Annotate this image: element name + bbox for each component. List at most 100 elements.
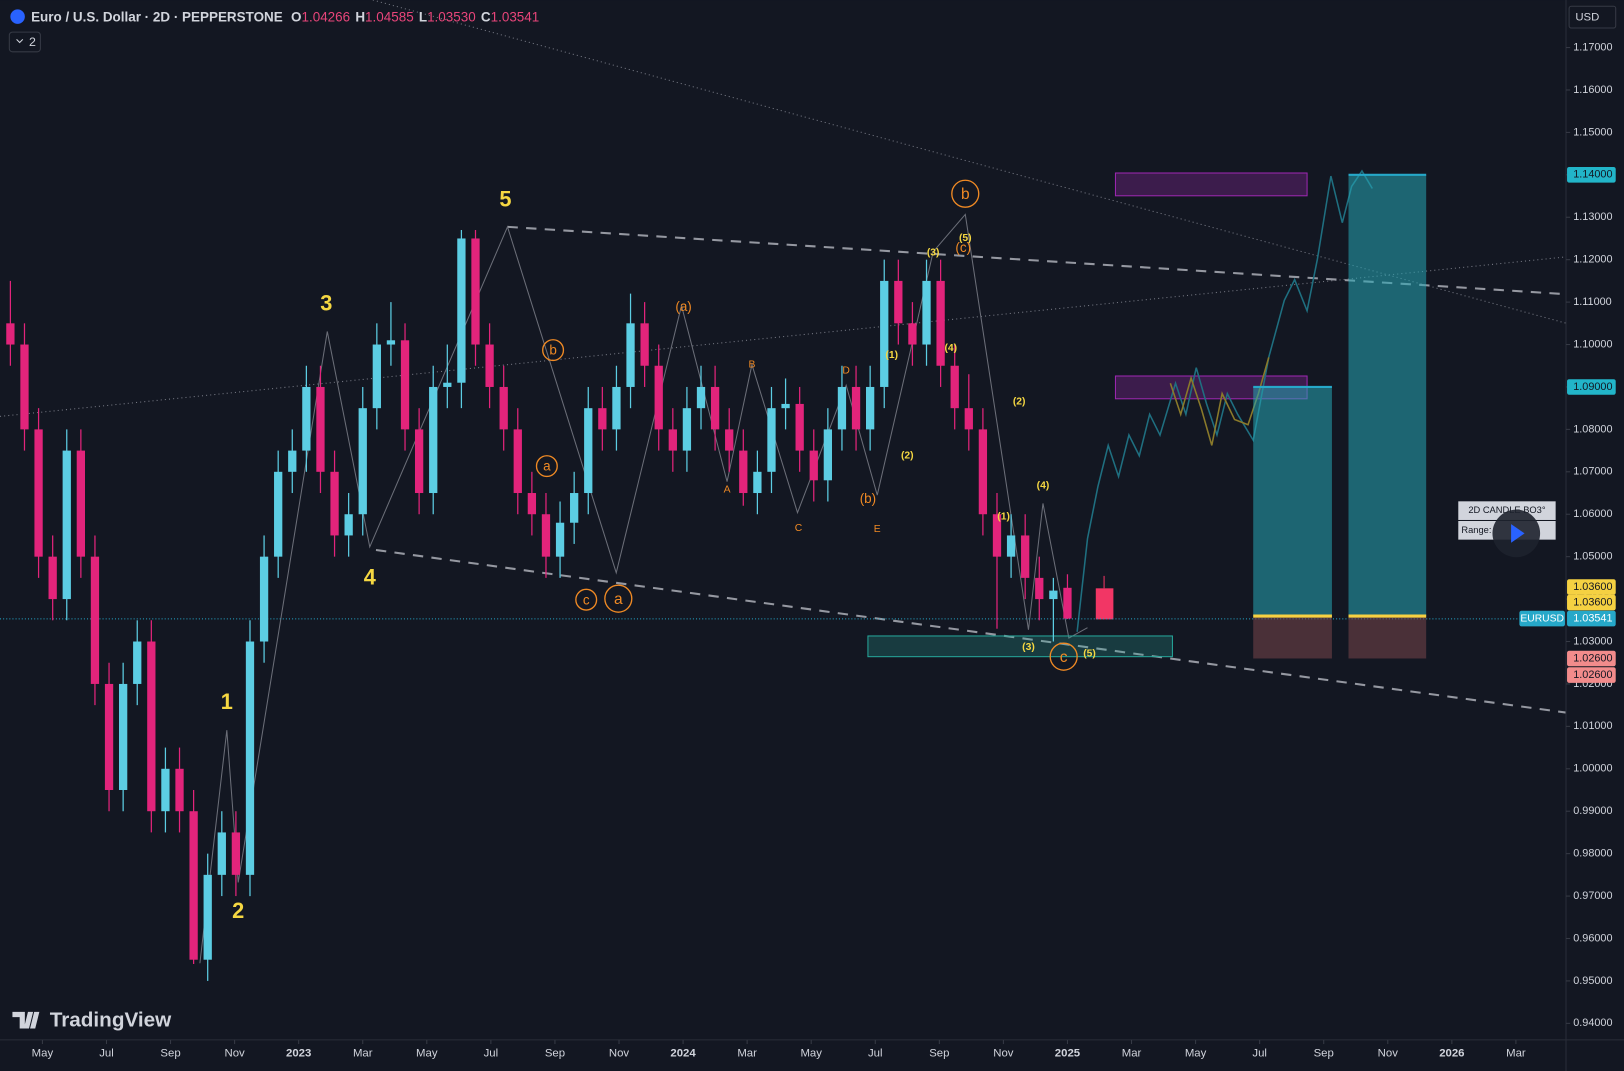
candle-body [400, 340, 410, 430]
y-tick-label: 1.16000 [1573, 84, 1612, 96]
price-tag [1567, 667, 1616, 683]
candle-body [288, 450, 297, 472]
candle-body [654, 365, 663, 430]
price-tag-label: 1.03600 [1573, 596, 1612, 608]
wave-label: (4) [944, 343, 957, 354]
wave-circle [575, 588, 598, 611]
y-tick-label: 1.01000 [1573, 720, 1612, 732]
wave-label: 2 [232, 898, 244, 923]
candle-body [795, 403, 804, 451]
candle-body [908, 323, 917, 345]
chevron [16, 39, 24, 44]
x-tick-label: May [1185, 1047, 1207, 1059]
candle-body [640, 323, 649, 366]
indicator-toggle[interactable] [8, 31, 41, 53]
wave-circle [1049, 642, 1078, 671]
candle-body [90, 556, 100, 684]
y-tick-label: 0.97000 [1573, 890, 1612, 902]
candle-body [584, 408, 593, 494]
x-tick-label: Jul [484, 1047, 499, 1059]
candle-body [259, 556, 269, 642]
candle-body [1006, 535, 1016, 557]
candle-body [950, 365, 959, 409]
candle-body [104, 683, 114, 791]
x-tick-label: Nov [609, 1047, 630, 1059]
candle-body [457, 238, 466, 383]
candle-body [443, 382, 452, 387]
candle-body [922, 280, 931, 345]
symbol-name: Euro / U.S. Dollar · 2D · PEPPERSTONE [31, 9, 283, 24]
candle-body [725, 429, 734, 451]
wave-label: E [874, 524, 881, 535]
play-icon [1511, 524, 1525, 543]
candle-body [386, 340, 396, 345]
candle-body [147, 641, 156, 812]
candle-body [936, 280, 945, 366]
candle-body [880, 280, 889, 387]
candle-body [302, 386, 311, 451]
wave-label: c [583, 592, 590, 607]
trend-dotted [372, 0, 1567, 324]
channel-bottom [375, 548, 1567, 714]
currency: USD [1575, 12, 1599, 24]
wave-label: (1) [885, 350, 898, 361]
candle-body [1021, 535, 1030, 578]
candle-body [992, 514, 1002, 557]
candle-body [217, 832, 226, 875]
wave-label: 4 [364, 565, 376, 590]
x-tick-label: 2023 [286, 1047, 311, 1059]
plot-area: 5 3 4 1 2 b b a c a c (a) (c) (b) A B C D E (5) (3) (4) (1) (2)… [0, 0, 1567, 981]
candle-body [626, 323, 635, 387]
candle-body [330, 471, 339, 536]
x-tick-label: Nov [993, 1047, 1014, 1059]
price-tag [1567, 610, 1616, 627]
candle-body [1063, 587, 1072, 619]
candle-body [118, 683, 128, 791]
ohlc-key: L [419, 9, 427, 24]
candle-body [555, 522, 565, 557]
price-tag-label: 1.14000 [1573, 169, 1612, 181]
wave-label: (5) [1083, 648, 1096, 659]
candle-body [414, 429, 424, 494]
wave-label: B [748, 359, 755, 370]
currency-box[interactable] [1568, 5, 1617, 29]
candle-body [429, 386, 438, 494]
candle-body [358, 408, 367, 515]
wave-circle [604, 584, 633, 613]
wave-label: A [724, 485, 731, 496]
y-tick-label: 1.15000 [1573, 126, 1612, 138]
y-tick-label: 1.10000 [1573, 338, 1612, 350]
x-tick-label: Sep [929, 1047, 949, 1059]
wave-label: (4) [1037, 481, 1050, 492]
toggle-count: 2 [29, 35, 36, 49]
candle-body [978, 429, 988, 515]
wave-label: (1) [997, 512, 1010, 523]
x-tick-label: Jul [868, 1047, 883, 1059]
price-tag [1567, 167, 1616, 183]
wave-label: (c) [955, 240, 971, 255]
x-tick-label: Mar [737, 1047, 757, 1059]
candle-body [837, 386, 847, 430]
candle-body [612, 386, 621, 430]
y-tick-label: 1.08000 [1573, 423, 1612, 435]
candle-body [753, 471, 762, 494]
wave-label: 5 [499, 187, 511, 212]
ohlc-value: 1.04266 [302, 9, 351, 24]
wave-label: 3 [320, 290, 332, 315]
x-tick-label: Mar [1506, 1047, 1526, 1059]
candle-body [48, 556, 57, 600]
candle-body [541, 514, 551, 557]
candle-body [231, 832, 241, 875]
candle-body [823, 429, 833, 481]
candle-body [598, 408, 607, 430]
wave-circle [951, 179, 980, 208]
candle-body [865, 386, 875, 430]
y-tick-label: 0.95000 [1573, 975, 1612, 987]
supply-zone [1114, 172, 1308, 197]
stop-zone [1348, 616, 1427, 659]
ohlc-key: H [355, 9, 365, 24]
wave-label: (a) [675, 299, 691, 314]
candle-body [175, 768, 184, 812]
